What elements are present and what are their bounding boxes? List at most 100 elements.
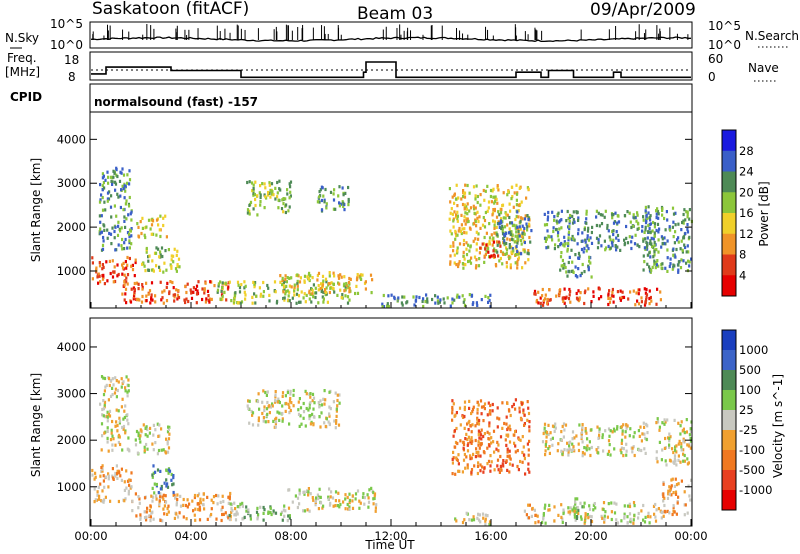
power-cell: [381, 302, 384, 306]
velocity-cell: [654, 519, 658, 523]
velocity-cell: [577, 508, 580, 512]
velocity-cell: [228, 517, 231, 521]
power-cell: [288, 196, 291, 200]
velocity-cell: [285, 401, 288, 406]
power-cell: [574, 253, 577, 257]
velocity-cell: [266, 400, 269, 405]
velocity-cell: [689, 446, 692, 450]
velocity-cell: [102, 500, 105, 504]
power-cell: [517, 252, 520, 256]
velocity-cell: [553, 425, 556, 429]
power-cell: [347, 185, 350, 190]
power-cell: [283, 279, 286, 283]
power-cell: [496, 233, 499, 237]
power-cell: [178, 265, 181, 269]
power-cell: [503, 239, 506, 243]
velocity-cell: [662, 482, 665, 486]
power-cell: [641, 229, 644, 233]
power-cell: [590, 300, 593, 304]
velocity-cell: [148, 431, 151, 435]
power-cell: [577, 251, 581, 255]
velocity-cell: [466, 437, 469, 442]
power-cell: [645, 287, 648, 292]
velocity-cell: [124, 431, 127, 435]
velocity-cell: [468, 399, 471, 403]
velocity-cell: [475, 451, 478, 455]
power-cell: [108, 231, 111, 236]
velocity-cell: [100, 469, 103, 474]
power-cell: [303, 292, 306, 296]
velocity-cell: [466, 422, 469, 426]
power-ytick-label: 2000: [57, 220, 86, 234]
velocity-cell: [478, 446, 481, 450]
velocity-cell: [674, 492, 678, 496]
power-cell: [221, 294, 224, 298]
velocity-cell: [102, 407, 105, 411]
power-cell: [657, 264, 660, 268]
velocity-cell: [302, 401, 305, 406]
power-cell: [636, 221, 640, 225]
power-cell: [672, 247, 675, 251]
power-cell: [333, 274, 336, 278]
velocity-cell: [152, 433, 155, 437]
power-cell: [465, 247, 468, 251]
velocity-cell: [616, 521, 619, 525]
power-cell: [210, 297, 213, 301]
power-cell: [424, 299, 427, 304]
velocity-cell: [472, 518, 476, 522]
velocity-cell: [474, 438, 477, 443]
velocity-cell: [520, 417, 523, 421]
velocity-cell: [262, 511, 265, 515]
power-cell: [325, 280, 328, 284]
power-cell: [616, 290, 619, 294]
velocity-cell: [339, 502, 342, 507]
power-cell: [117, 224, 120, 228]
velocity-cell: [335, 419, 338, 423]
velocity-cell: [106, 429, 109, 433]
power-cell: [128, 256, 131, 261]
power-cell: [137, 225, 140, 229]
velocity-cell: [664, 420, 667, 424]
velocity-cell: [508, 424, 511, 428]
power-cell: [114, 188, 117, 192]
power-cell: [113, 265, 116, 269]
velocity-cell: [94, 471, 97, 475]
velocity-cell: [580, 430, 584, 434]
power-cell: [103, 200, 106, 204]
velocity-cell: [117, 409, 120, 413]
velocity-cell: [159, 487, 162, 491]
power-cell: [315, 291, 318, 295]
velocity-cell: [290, 401, 293, 405]
velocity-cell: [234, 507, 237, 511]
power-cell: [147, 255, 150, 259]
velocity-cell: [470, 518, 473, 522]
power-cell: [611, 213, 614, 217]
velocity-cell: [267, 420, 270, 424]
velocity-cell: [488, 432, 491, 436]
power-cell: [680, 239, 683, 243]
power-cell: [599, 213, 602, 217]
velocity-cell: [152, 471, 155, 475]
velocity-cell: [176, 515, 180, 519]
power-cell: [484, 247, 487, 251]
velocity-cell: [321, 506, 324, 510]
power-cell: [288, 284, 291, 288]
power-cell: [141, 216, 144, 220]
velocity-cell: [358, 499, 361, 503]
power-cell: [150, 268, 153, 272]
velocity-cell: [638, 434, 641, 438]
power-cell: [106, 170, 109, 174]
velocity-x-axis: 00:00 04:00 08:00 12:00 16:00 20:00 00:00: [74, 302, 708, 543]
velocity-cell: [690, 478, 693, 482]
velocity-cell: [459, 423, 462, 427]
velocity-cell: [110, 378, 113, 383]
freq-unit-label: [MHz]: [5, 65, 40, 79]
power-cell: [462, 242, 465, 247]
velocity-cell: [545, 430, 549, 434]
velocity-cell: [548, 445, 551, 449]
velocity-cell: [186, 505, 189, 509]
velocity-cell: [505, 415, 508, 419]
power-cell: [240, 300, 244, 304]
velocity-cell: [680, 420, 683, 424]
velocity-cell: [517, 468, 520, 472]
